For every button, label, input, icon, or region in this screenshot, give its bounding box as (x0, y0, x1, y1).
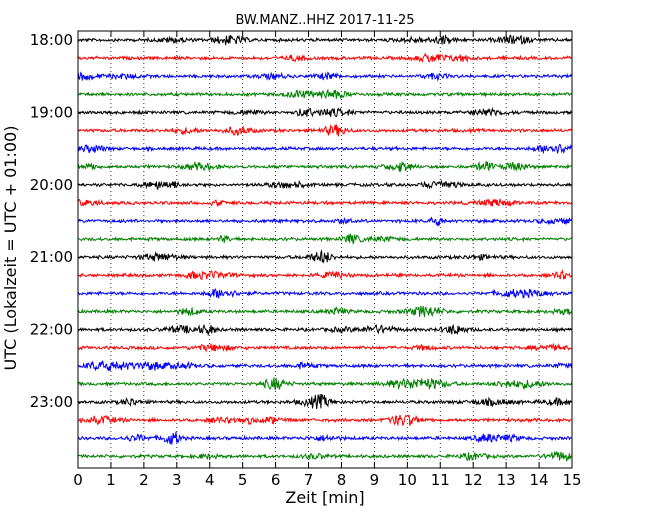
seismogram-trace (77, 288, 572, 299)
seismogram-trace (77, 249, 572, 264)
x-tick-label: 10 (398, 471, 417, 489)
seismogram-trace (77, 431, 572, 445)
x-tick-label: 0 (73, 471, 83, 489)
x-tick-label: 7 (304, 471, 314, 489)
seismogram-trace (77, 377, 572, 391)
x-tick-label: 5 (238, 471, 248, 489)
x-tick-label: 4 (205, 471, 215, 489)
seismogram-trace (77, 198, 572, 208)
y-tick-label: 19:00 (30, 103, 73, 121)
grid-lines (110, 31, 540, 468)
x-tick-label: 2 (139, 471, 149, 489)
x-tick-label: 11 (431, 471, 450, 489)
axis-ticks: 0 1 2 3 4 5 6 7 8 9 10 11 12 13 14 1518:0019:0020:0021:… (30, 31, 582, 489)
plot-frame (77, 30, 573, 469)
seismogram-trace (77, 106, 572, 118)
seismogram-trace (77, 305, 572, 318)
y-tick-label: 23:00 (30, 393, 73, 411)
trace-group (77, 33, 572, 463)
chart-title: BW.MANZ..HHZ 2017-11-25 (235, 13, 414, 28)
y-tick-label: 21:00 (30, 248, 73, 266)
seismogram-trace (77, 71, 572, 82)
seismogram-trace (77, 216, 572, 227)
seismogram-trace (77, 414, 572, 427)
x-tick-label: 3 (172, 471, 182, 489)
x-tick-label: 9 (370, 471, 380, 489)
seismogram-trace (77, 179, 572, 191)
y-tick-label: 18:00 (30, 31, 73, 49)
seismogram-trace (77, 52, 572, 64)
seismogram-trace (77, 323, 572, 337)
seismogram-trace (77, 160, 572, 172)
seismogram-trace (77, 33, 572, 46)
x-tick-label: 8 (337, 471, 347, 489)
seismogram-trace (77, 393, 572, 410)
seismogram-trace (77, 360, 572, 372)
x-tick-label: 14 (530, 471, 549, 489)
seismogram-trace (77, 232, 572, 245)
seismogram-trace (77, 342, 572, 353)
x-tick-label: 1 (106, 471, 116, 489)
y-tick-label: 22:00 (30, 321, 73, 339)
y-tick-label: 20:00 (30, 176, 73, 194)
x-tick-label: 13 (497, 471, 516, 489)
x-tick-label: 12 (464, 471, 483, 489)
seismogram-trace (77, 451, 572, 463)
seismogram-trace (77, 123, 572, 137)
x-axis-label: Zeit [min] (285, 488, 364, 507)
seismogram-trace (77, 88, 572, 100)
x-tick-label: 15 (562, 471, 581, 489)
seismogram-trace (77, 268, 572, 281)
x-tick-label: 6 (271, 471, 281, 489)
seismogram-trace (77, 143, 572, 155)
y-axis-label: UTC (Lokalzeit = UTC + 01:00) (1, 126, 20, 371)
